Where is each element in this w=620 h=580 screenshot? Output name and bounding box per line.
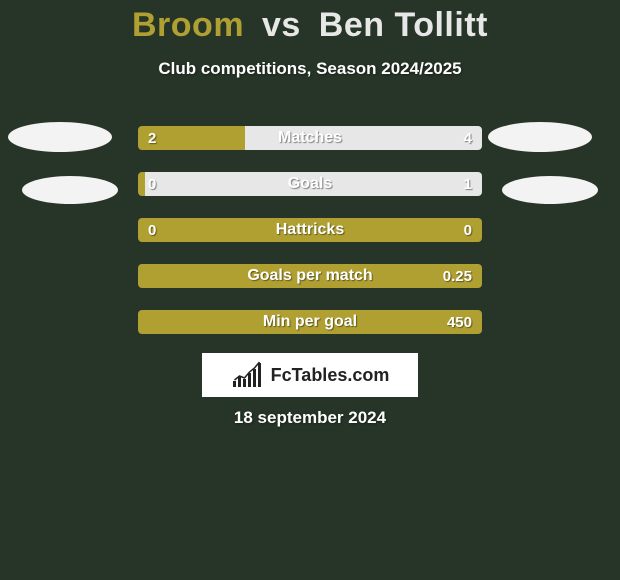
stat-label: Hattricks (138, 218, 482, 242)
stat-label: Goals (138, 172, 482, 196)
title-player2: Ben Tollitt (319, 6, 488, 44)
stat-value-left: 0 (138, 172, 166, 196)
stat-label: Matches (138, 126, 482, 150)
date-label: 18 september 2024 (0, 408, 620, 428)
subtitle: Club competitions, Season 2024/2025 (0, 59, 620, 79)
stat-value-right: 4 (454, 126, 482, 150)
team-badge (8, 122, 112, 152)
stat-value-right: 1 (454, 172, 482, 196)
title-vs: vs (262, 6, 301, 44)
stat-row: Goals0 1 (138, 172, 482, 196)
stage: Broom vs Ben Tollitt Club competitions, … (0, 0, 620, 580)
team-badge (22, 176, 118, 204)
stat-value-right: 450 (437, 310, 482, 334)
bar-chart-icon (231, 361, 265, 389)
title-player1: Broom (132, 6, 244, 44)
stat-row: Matches2 4 (138, 126, 482, 150)
stat-label: Min per goal (138, 310, 482, 334)
stat-value-left: 0 (138, 218, 166, 242)
stat-value-left: 2 (138, 126, 166, 150)
stat-row: Hattricks0 0 (138, 218, 482, 242)
stat-row: Goals per match0.25 (138, 264, 482, 288)
stat-value-right: 0.25 (433, 264, 482, 288)
comparison-chart: Matches24Goals01Hattricks00Goals per mat… (138, 126, 482, 356)
fctables-logo: FcTables.com (202, 353, 418, 397)
stat-label: Goals per match (138, 264, 482, 288)
stat-value-right: 0 (454, 218, 482, 242)
team-badge (488, 122, 592, 152)
logo-text: FcTables.com (271, 365, 390, 386)
team-badge (502, 176, 598, 204)
stat-row: Min per goal450 (138, 310, 482, 334)
page-title: Broom vs Ben Tollitt (0, 0, 620, 45)
